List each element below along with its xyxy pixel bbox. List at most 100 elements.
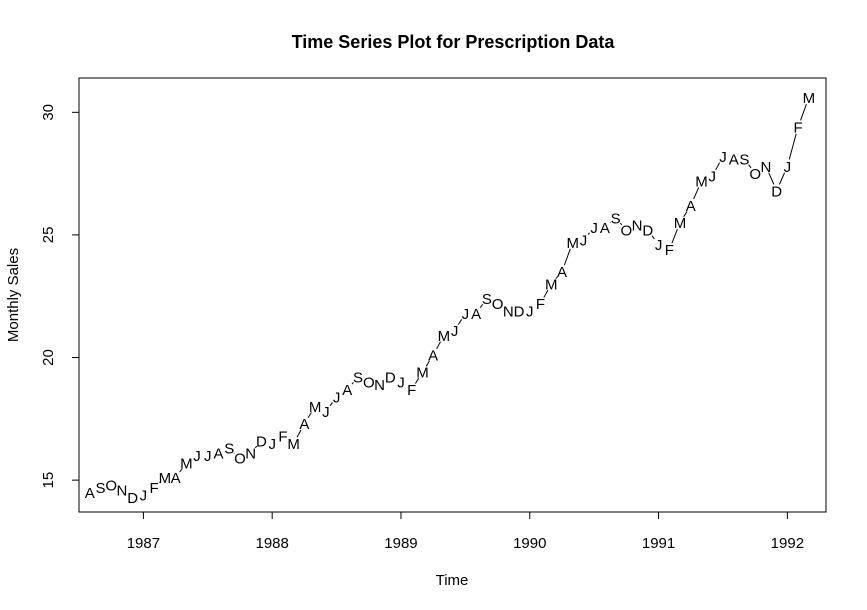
- series-line-segment: [671, 228, 678, 244]
- x-tick-label: 1987: [127, 535, 160, 552]
- data-point: N: [632, 218, 643, 235]
- data-point: J: [333, 389, 341, 406]
- data-point: J: [451, 323, 459, 340]
- data-point: O: [492, 296, 504, 313]
- series-line-segment: [296, 429, 302, 438]
- series-line-segment: [307, 412, 312, 419]
- data-point: O: [749, 166, 761, 183]
- series-line-segment: [555, 276, 558, 280]
- data-point: M: [287, 436, 300, 453]
- data-point: J: [708, 169, 716, 186]
- x-tick-label: 1989: [384, 535, 417, 552]
- data-point: A: [342, 382, 352, 399]
- data-point: S: [353, 370, 363, 387]
- data-point: D: [514, 303, 525, 320]
- data-point: M: [159, 470, 172, 487]
- x-tick-label: 1988: [256, 535, 289, 552]
- data-point: F: [150, 480, 159, 497]
- data-point: A: [729, 151, 739, 168]
- series-line-segment: [543, 289, 549, 298]
- data-point: J: [140, 487, 148, 504]
- data-point: N: [374, 377, 385, 394]
- data-point: D: [127, 490, 138, 507]
- data-point: A: [686, 198, 696, 215]
- data-point: N: [245, 446, 256, 463]
- y-tick-label: 15: [40, 472, 57, 489]
- data-point: M: [180, 455, 193, 472]
- x-axis-label: Time: [436, 572, 469, 589]
- data-point: A: [171, 470, 181, 487]
- y-axis: 15 20 25 30: [40, 104, 80, 489]
- series-line-segment: [179, 468, 183, 473]
- data-point: J: [784, 159, 792, 176]
- y-axis-label: Monthly Sales: [5, 248, 22, 342]
- data-point: F: [278, 428, 287, 445]
- data-point: O: [105, 478, 117, 495]
- data-point: J: [526, 303, 534, 320]
- data-point: D: [385, 370, 396, 387]
- data-point: S: [482, 291, 492, 308]
- y-tick-label: 30: [40, 104, 57, 121]
- data-point: A: [600, 220, 610, 237]
- data-point: M: [803, 90, 816, 107]
- series-line-segment: [351, 382, 354, 385]
- data-point: M: [566, 235, 579, 252]
- data-point: D: [256, 433, 267, 450]
- data-point: O: [621, 223, 633, 240]
- x-tick-label: 1990: [513, 535, 546, 552]
- data-point: J: [397, 375, 405, 392]
- data-point: N: [503, 303, 514, 320]
- data-point: M: [695, 173, 708, 190]
- series-line-segment: [651, 235, 655, 240]
- series-line-segment: [693, 187, 700, 200]
- data-point: J: [719, 149, 727, 166]
- series-line-segment: [683, 211, 688, 217]
- series-line-segment: [436, 341, 441, 350]
- series-line-segment: [768, 172, 775, 185]
- series-line-segment: [778, 172, 786, 185]
- x-tick-label: 1991: [642, 535, 675, 552]
- data-point: F: [794, 120, 803, 137]
- series-line-segment: [563, 248, 571, 266]
- data-point: M: [545, 276, 558, 293]
- data-point: A: [85, 485, 95, 502]
- data-point: N: [117, 482, 128, 499]
- series-line-segment: [415, 377, 420, 384]
- series-line-segment: [425, 360, 430, 367]
- data-point: J: [580, 232, 588, 249]
- data-point: D: [771, 183, 782, 200]
- data-point: A: [214, 446, 224, 463]
- series-line-segment: [457, 319, 463, 325]
- data-point: F: [407, 382, 416, 399]
- series-line-segment: [254, 445, 258, 449]
- y-tick-label: 20: [40, 349, 57, 366]
- series-line-segment: [788, 133, 797, 160]
- data-point: M: [438, 328, 451, 345]
- data-point: M: [416, 365, 429, 382]
- data-point: O: [234, 451, 246, 468]
- data-point: S: [224, 441, 234, 458]
- series-line-segment: [479, 304, 484, 309]
- data-point: F: [536, 296, 545, 313]
- data-point: O: [363, 375, 375, 392]
- data-point: M: [309, 399, 322, 416]
- series-line-segment: [619, 222, 623, 226]
- data-point: M: [674, 215, 687, 232]
- series-line-segment: [800, 104, 807, 121]
- data-point: A: [428, 348, 438, 365]
- data-point: S: [611, 210, 621, 227]
- data-point: J: [193, 448, 201, 465]
- series-line-segment: [587, 232, 590, 235]
- plot-frame: [78, 77, 827, 513]
- data-point: S: [95, 480, 105, 497]
- data-point: D: [642, 223, 653, 240]
- data-point: N: [760, 159, 771, 176]
- x-axis: 1987 1988 1989 1990 1991 1992: [127, 511, 804, 552]
- x-tick-label: 1992: [771, 535, 804, 552]
- series-line-segment: [715, 162, 721, 171]
- data-point: J: [322, 404, 330, 421]
- data-point: A: [299, 416, 309, 433]
- chart-title: Time Series Plot for Prescription Data: [292, 32, 616, 52]
